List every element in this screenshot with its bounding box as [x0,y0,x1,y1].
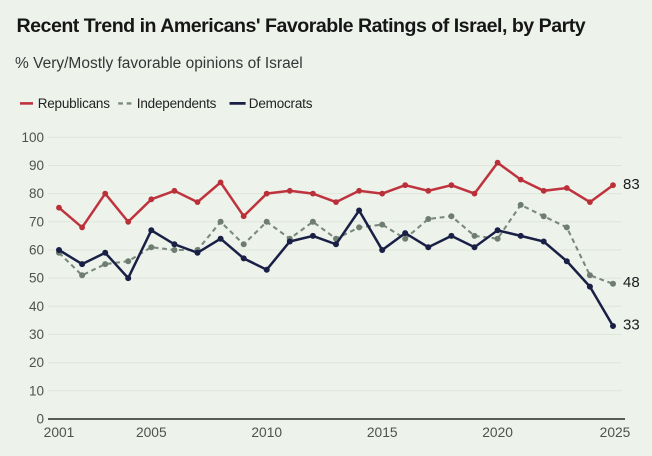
svg-text:48: 48 [623,274,640,291]
svg-text:2010: 2010 [251,425,282,440]
svg-text:2001: 2001 [44,425,75,440]
svg-text:80: 80 [29,186,44,201]
svg-text:2015: 2015 [367,425,398,440]
svg-text:Democrats: Democrats [249,96,313,111]
svg-text:83: 83 [623,176,640,193]
svg-text:100: 100 [21,130,44,145]
svg-text:70: 70 [29,214,44,229]
svg-text:40: 40 [29,299,44,314]
svg-text:Recent Trend in Americans' Fav: Recent Trend in Americans' Favorable Rat… [17,15,586,37]
svg-text:2005: 2005 [136,425,167,440]
svg-text:2020: 2020 [482,425,513,440]
svg-text:2025: 2025 [600,425,631,440]
svg-text:Independents: Independents [137,96,217,111]
svg-text:90: 90 [29,158,44,173]
svg-text:10: 10 [29,383,44,398]
svg-text:20: 20 [29,355,44,370]
svg-text:% Very/Mostly favorable opinio: % Very/Mostly favorable opinions of Isra… [15,55,303,72]
svg-text:33: 33 [623,317,640,334]
svg-text:0: 0 [36,412,44,427]
svg-text:50: 50 [29,271,44,286]
svg-text:30: 30 [29,327,44,342]
svg-text:Republicans: Republicans [38,96,111,111]
svg-text:60: 60 [29,243,44,258]
